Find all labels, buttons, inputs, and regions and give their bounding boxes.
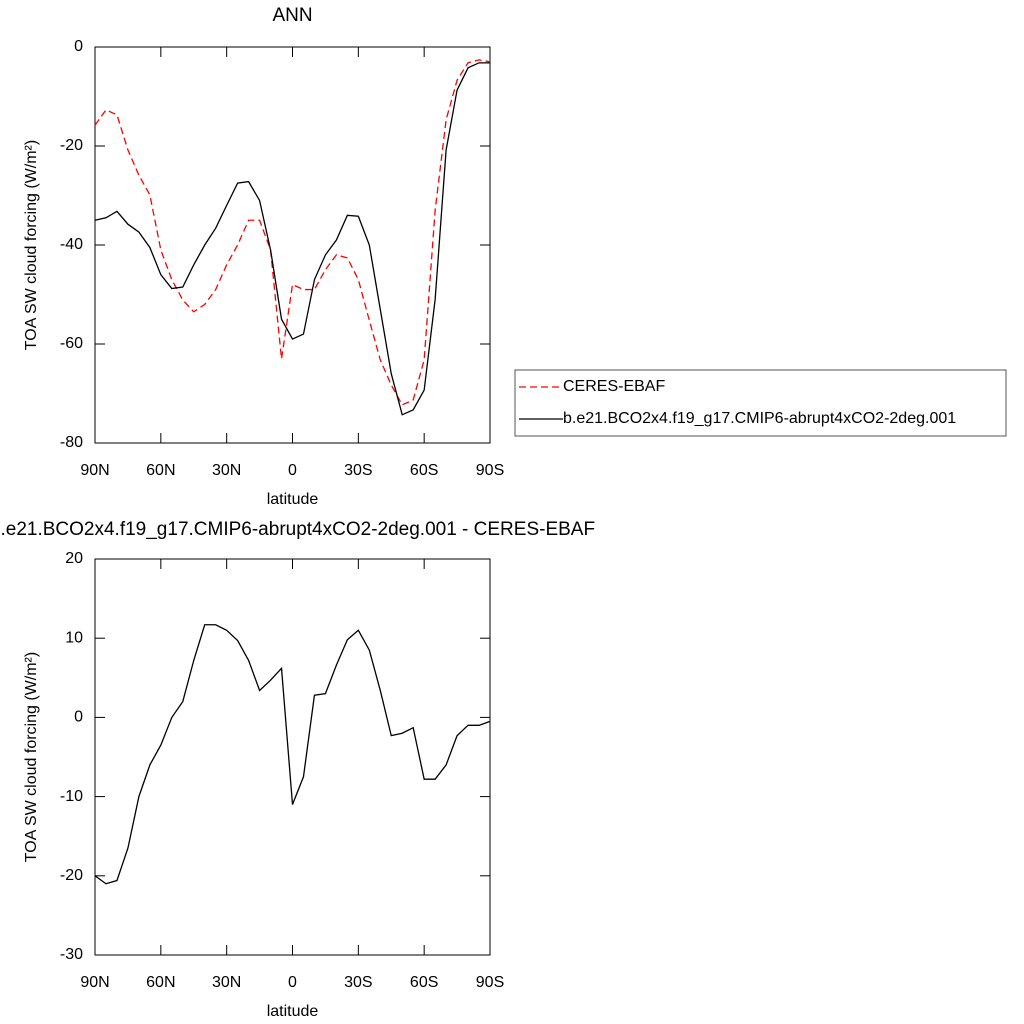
y-tick-label: -60 bbox=[60, 335, 83, 352]
x-tick-label: 90N bbox=[80, 462, 109, 479]
x-tick-label: 90N bbox=[80, 974, 109, 991]
x-tick-label: 0 bbox=[288, 462, 297, 479]
legend-label: b.e21.BCO2x4.f19_g17.CMIP6-abrupt4xCO2-2… bbox=[563, 410, 956, 427]
y-tick-label: -40 bbox=[60, 236, 83, 253]
x-tick-label: 60S bbox=[410, 462, 438, 479]
x-tick-label: 60N bbox=[146, 974, 175, 991]
y-tick-label: -10 bbox=[60, 788, 83, 805]
x-tick-label: 90S bbox=[476, 974, 504, 991]
x-tick-label: 30S bbox=[344, 462, 372, 479]
legend-label: CERES-EBAF bbox=[563, 378, 665, 395]
x-tick-label: 90S bbox=[476, 462, 504, 479]
x-tick-label: 60N bbox=[146, 462, 175, 479]
data-line bbox=[94, 59, 491, 406]
y-tick-label: -80 bbox=[60, 434, 83, 451]
x-tick-label: 0 bbox=[288, 974, 297, 991]
y-tick-label: -20 bbox=[60, 137, 83, 154]
data-line bbox=[94, 624, 491, 885]
data-line bbox=[94, 62, 490, 416]
y-tick-label: 0 bbox=[74, 38, 83, 55]
x-tick-label: 30N bbox=[212, 462, 241, 479]
y-axis-label: TOA SW cloud forcing (W/m²) bbox=[23, 652, 40, 862]
chart-title: ANN bbox=[272, 5, 312, 26]
y-tick-label: 0 bbox=[74, 709, 83, 726]
chart-title: b.e21.BCO2x4.f19_g17.CMIP6-abrupt4xCO2-2… bbox=[0, 519, 595, 540]
plot-frame bbox=[94, 558, 491, 956]
plot-frame bbox=[94, 46, 491, 444]
x-tick-label: 30N bbox=[212, 974, 241, 991]
y-tick-label: -20 bbox=[60, 867, 83, 884]
x-tick-label: 60S bbox=[410, 974, 438, 991]
legend-box bbox=[514, 369, 1007, 437]
x-tick-label: 30S bbox=[344, 974, 372, 991]
x-axis-label: latitude bbox=[267, 491, 319, 508]
y-tick-label: -30 bbox=[60, 946, 83, 963]
x-axis-label: latitude bbox=[267, 1003, 319, 1020]
y-tick-label: 20 bbox=[65, 550, 83, 567]
y-axis-label: TOA SW cloud forcing (W/m²) bbox=[23, 140, 40, 350]
y-tick-label: 10 bbox=[65, 629, 83, 646]
